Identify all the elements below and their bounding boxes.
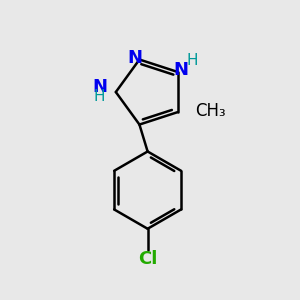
Text: Cl: Cl — [138, 250, 157, 268]
Text: N: N — [174, 61, 189, 80]
Text: CH₃: CH₃ — [195, 102, 226, 120]
Text: H: H — [186, 53, 198, 68]
Text: N: N — [92, 78, 107, 96]
Text: N: N — [128, 49, 142, 67]
Text: H: H — [94, 89, 105, 104]
